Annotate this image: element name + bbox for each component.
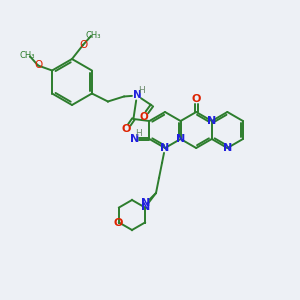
Text: O: O <box>140 112 148 122</box>
Text: N: N <box>160 143 169 153</box>
Text: N: N <box>176 134 185 144</box>
Text: N: N <box>207 116 216 126</box>
Text: O: O <box>191 94 201 104</box>
Text: N: N <box>130 134 139 144</box>
Text: O: O <box>113 218 123 227</box>
Text: O: O <box>122 124 131 134</box>
Text: O: O <box>79 40 87 50</box>
Text: N: N <box>141 202 151 212</box>
Text: CH₃: CH₃ <box>19 51 35 60</box>
Text: CH₃: CH₃ <box>85 31 101 40</box>
Text: N: N <box>133 91 141 100</box>
Text: H: H <box>135 128 142 137</box>
Text: O: O <box>34 61 42 70</box>
Text: N: N <box>223 143 232 153</box>
Text: N: N <box>141 198 151 208</box>
Text: H: H <box>139 86 145 95</box>
